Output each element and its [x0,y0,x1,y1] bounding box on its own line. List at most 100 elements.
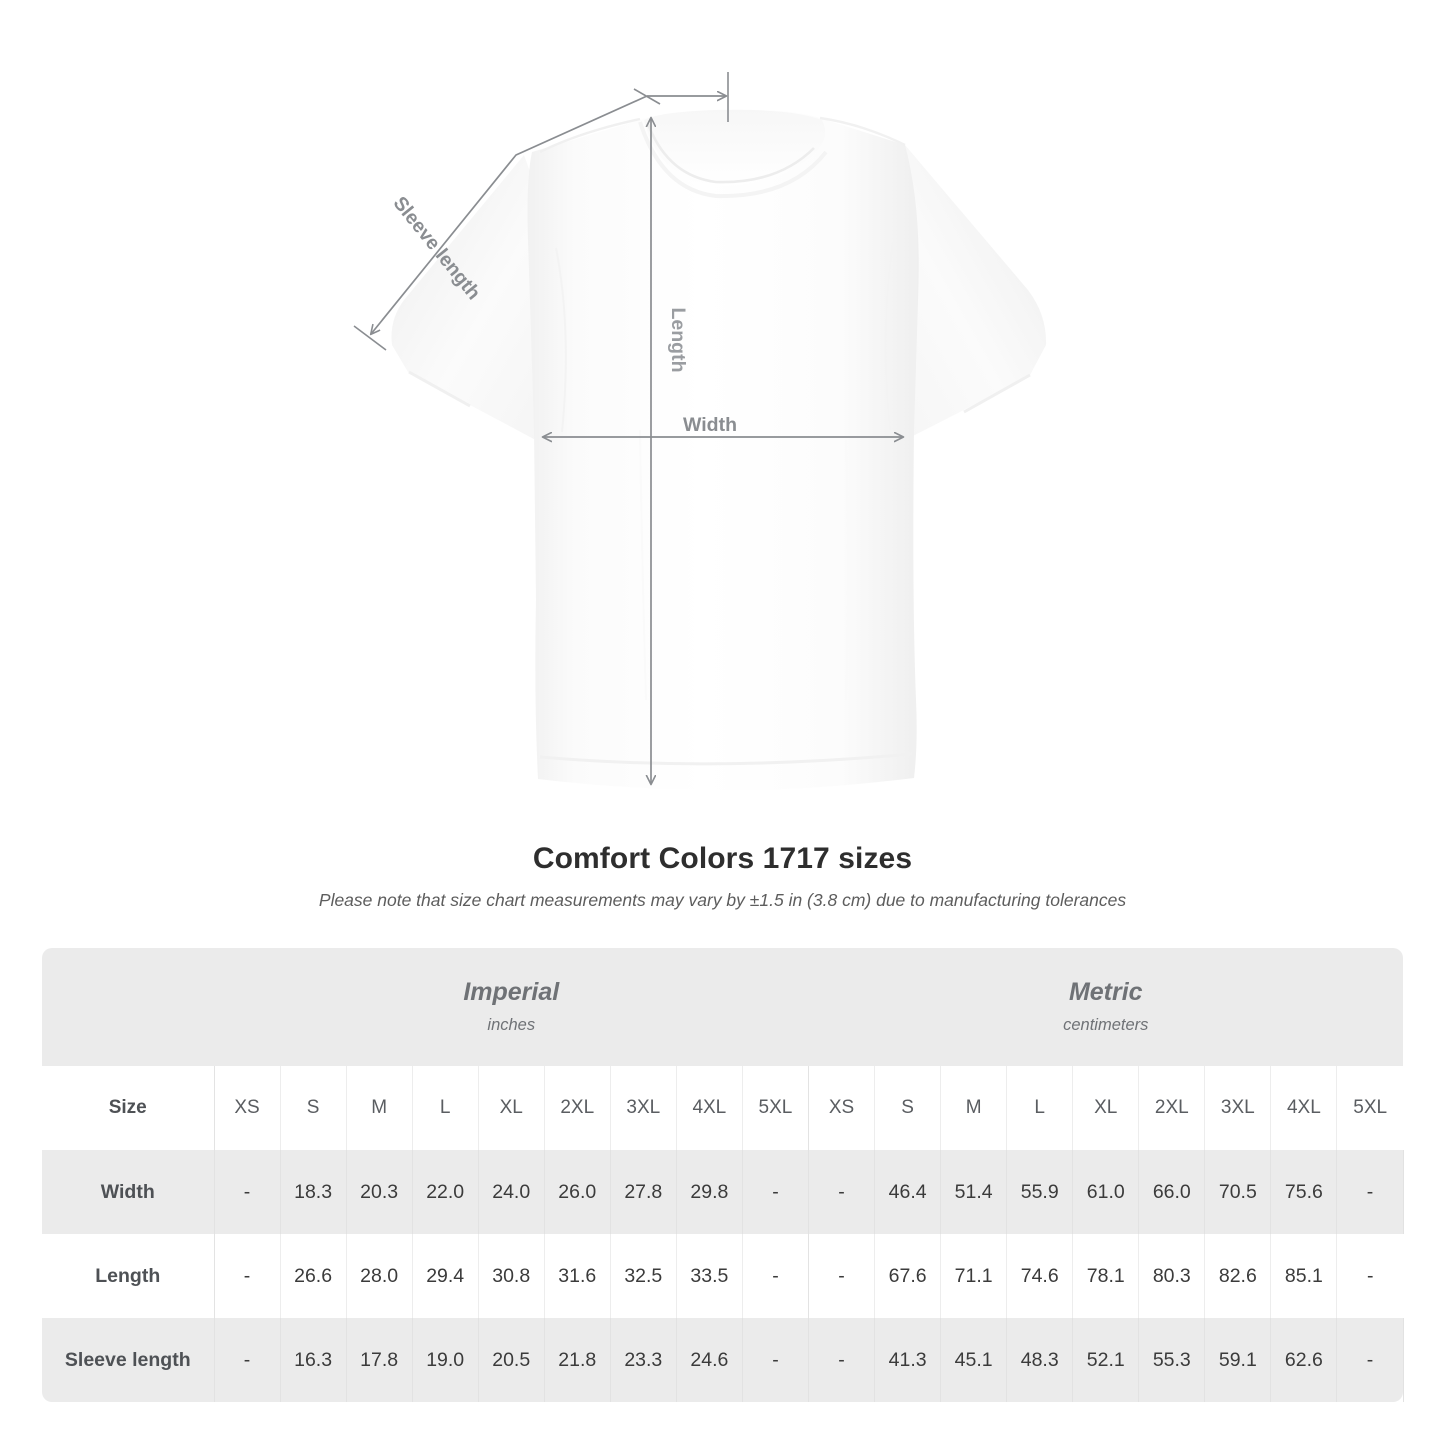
size-header-metric-3xl: 3XL [1204,1066,1272,1150]
cell-length-metric-2xl: 80.3 [1138,1234,1206,1318]
cell-width-imperial-xl: 24.0 [478,1150,545,1234]
table-row: Length -26.6 28.0 29.4 30.8 31.6 32.5 33.5- -67.… [42,1234,1404,1318]
cell-sleeve-length-metric-m: 45.1 [940,1318,1008,1402]
size-header-imperial-m: M [346,1066,413,1150]
bottom-hem [539,752,913,766]
row-label-length: Length [42,1234,215,1318]
size-header-metric-4xl: 4XL [1270,1066,1338,1150]
cell-width-imperial-xs: - [214,1150,281,1234]
size-header-imperial-5xl: 5XL [742,1066,810,1150]
cell-sleeve-length-metric-5xl: - [1336,1318,1404,1402]
cell-length-imperial-l: 29.4 [412,1234,479,1318]
cell-width-imperial-2xl: 26.0 [544,1150,611,1234]
unit-banner-spacer [42,948,214,1066]
collar-inner-edge [646,123,815,184]
left-sleeve-hem [408,370,471,408]
cell-length-imperial-4xl: 33.5 [676,1234,743,1318]
cell-sleeve-length-metric-3xl: 59.1 [1204,1318,1272,1402]
size-header-imperial-2xl: 2XL [544,1066,611,1150]
cell-width-metric-5xl: - [1336,1150,1404,1234]
table-row: Sleeve length -16.3 17.8 19.0 20.5 21.8 23.3 24… [42,1318,1404,1402]
right-sleeve [880,145,1047,440]
cell-sleeve-length-metric-2xl: 55.3 [1138,1318,1206,1402]
cell-width-metric-4xl: 75.6 [1270,1150,1338,1234]
cell-length-metric-5xl: - [1336,1234,1404,1318]
size-header-row: Size XS S M L XL 2XL 3XL 4XL 5XL XS S M L XL 2XL 3XL 4XL 5… [42,1066,1404,1150]
cell-length-imperial-xs: - [214,1234,281,1318]
page-title: Comfort Colors 1717 sizes [532,842,913,875]
unit-name: Imperial [463,978,560,1006]
cell-width-imperial-3xl: 27.8 [610,1150,677,1234]
sleeve-length-line [371,95,648,334]
cell-length-metric-4xl: 85.1 [1270,1234,1338,1318]
cell-sleeve-length-imperial-s: 16.3 [280,1318,347,1402]
heading-block: Comfort Colors 1717 sizes Please note th… [0,840,1445,912]
body-fold-left [639,429,647,701]
collar [644,109,826,187]
cell-sleeve-length-metric-l: 48.3 [1006,1318,1074,1402]
size-header-label: Size [42,1066,215,1150]
unit-subtitle: inches [487,1016,536,1034]
unit-subtitle: centimeters [1063,1016,1149,1034]
cell-width-imperial-4xl: 29.8 [676,1150,743,1234]
cell-sleeve-length-imperial-4xl: 24.6 [676,1318,743,1402]
cell-length-metric-3xl: 82.6 [1204,1234,1272,1318]
cell-length-imperial-s: 26.6 [280,1234,347,1318]
size-header-metric-s: S [874,1066,942,1150]
length-arrow [647,72,729,784]
unit-banner-row: Imperial inches Metric centimeters [42,948,1404,1066]
unit-header-metric: Metric centimeters [808,948,1404,1066]
cell-length-imperial-xl: 30.8 [478,1234,545,1318]
tshirt-shape [391,109,1047,791]
cell-sleeve-length-imperial-5xl: - [742,1318,810,1402]
left-sleeve [391,155,558,445]
cell-length-imperial-3xl: 32.5 [610,1234,677,1318]
right-shoulder-seam [819,116,906,147]
page-subtitle: Please note that size chart measurements… [318,890,1127,910]
size-table: Imperial inches Metric centimeters Size XS S M L… [42,948,1404,1402]
cell-length-metric-m: 71.1 [940,1234,1008,1318]
cell-width-metric-2xl: 66.0 [1138,1150,1206,1234]
cell-sleeve-length-metric-xl: 52.1 [1072,1318,1140,1402]
cell-sleeve-length-metric-4xl: 62.6 [1270,1318,1338,1402]
right-armhole-crease [884,242,894,431]
cell-width-metric-xl: 61.0 [1072,1150,1140,1234]
unit-name: Metric [1068,978,1143,1006]
cell-sleeve-length-imperial-l: 19.0 [412,1318,479,1402]
cell-length-imperial-5xl: - [742,1234,810,1318]
cell-length-metric-xl: 78.1 [1072,1234,1140,1318]
size-table-container: Imperial inches Metric centimeters Size XS S M L… [42,948,1404,1402]
table-row: Width -18.3 20.3 22.0 24.0 26.0 27.8 29.8- -46.4… [42,1150,1404,1234]
size-header-metric-l: L [1006,1066,1074,1150]
size-header-imperial-3xl: 3XL [610,1066,677,1150]
cell-width-metric-m: 51.4 [940,1150,1008,1234]
right-sleeve-hem [963,373,1031,414]
cell-width-metric-l: 55.9 [1006,1150,1074,1234]
row-label-sleeve-length: Sleeve length [42,1318,215,1402]
tshirt-diagram: Sleeve length Length Width [353,72,1047,791]
row-label-width: Width [42,1150,215,1234]
cell-sleeve-length-imperial-xs: - [214,1318,281,1402]
left-shoulder-seam [539,117,641,154]
cell-length-metric-xs: - [808,1234,876,1318]
size-header-imperial-4xl: 4XL [676,1066,743,1150]
cell-width-metric-s: 46.4 [874,1150,942,1234]
cell-width-metric-xs: - [808,1150,876,1234]
cell-sleeve-length-imperial-2xl: 21.8 [544,1318,611,1402]
cell-sleeve-length-metric-xs: - [808,1318,876,1402]
width-label: Width [683,414,737,436]
cell-width-imperial-l: 22.0 [412,1150,479,1234]
size-header-imperial-s: S [280,1066,347,1150]
cell-width-imperial-m: 20.3 [346,1150,413,1234]
unit-header-imperial: Imperial inches [214,948,809,1066]
cell-width-imperial-5xl: - [742,1150,810,1234]
size-header-metric-m: M [940,1066,1008,1150]
sleeve-length-bottom-tick [353,325,387,351]
cell-width-metric-3xl: 70.5 [1204,1150,1272,1234]
size-header-imperial-l: L [412,1066,479,1150]
cell-sleeve-length-imperial-xl: 20.5 [478,1318,545,1402]
size-header-metric-xs: XS [808,1066,876,1150]
cell-sleeve-length-metric-s: 41.3 [874,1318,942,1402]
size-header-metric-5xl: 5XL [1336,1066,1404,1150]
